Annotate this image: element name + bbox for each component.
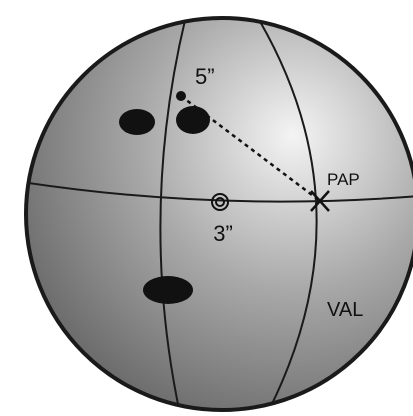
finger-hole-right [176, 106, 210, 134]
ball-sphere [24, 16, 413, 412]
distance-dotted-line [180, 95, 321, 202]
pap-x-mark-icon [310, 190, 330, 212]
finger-hole-left [119, 109, 155, 135]
thumb-hole [143, 276, 193, 304]
horizontal-axis-line [26, 181, 413, 203]
center-double-circle-icon [211, 193, 229, 211]
val-label: VAL [327, 299, 363, 321]
pap-label: PAP [327, 170, 360, 189]
vertical-meridian-left [159, 18, 187, 410]
distance-5in-label: 5” [195, 64, 215, 89]
distance-3in-label: 3” [213, 221, 233, 246]
reference-point-dot-icon [176, 91, 186, 101]
vertical-meridian-right [257, 18, 318, 410]
